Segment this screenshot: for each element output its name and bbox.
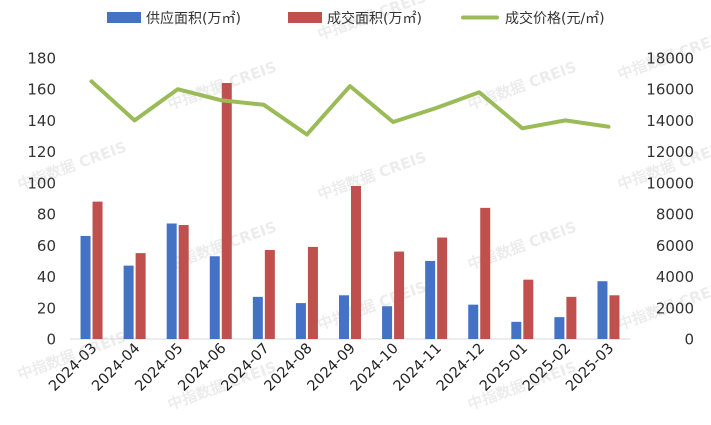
bar-supply (511, 321, 522, 339)
price-point (305, 132, 309, 136)
bar-supply (339, 295, 349, 339)
watermark-text: 中指数据 CREIS (315, 148, 429, 204)
left-axis-tick-label: 60 (37, 237, 56, 255)
price-point (90, 79, 94, 83)
left-axis-tick-label: 140 (27, 112, 56, 130)
price-point (477, 90, 481, 94)
bar-deal (566, 296, 577, 339)
x-tick-layer: 2024-032024-042024-052024-062024-072024-… (46, 341, 617, 395)
price-point (434, 106, 438, 110)
bar-deal (523, 279, 534, 339)
axis-layer: 0 20 40 60 80 100 120 140 160 180 0 2000 4000 6000 800… (27, 50, 694, 349)
right-axis-tick-label: 14000 (646, 112, 694, 130)
bar-deal (221, 82, 232, 339)
price-point (391, 120, 395, 124)
left-axis-tick-label: 160 (27, 81, 56, 99)
price-point (520, 126, 524, 130)
legend-swatch-deal (288, 12, 322, 23)
right-axis-tick-label: 12000 (646, 143, 694, 161)
price-point (348, 84, 352, 88)
bar-supply (382, 306, 393, 339)
bar-supply (295, 303, 306, 339)
legend-swatch-supply (107, 12, 141, 23)
right-axis-tick-label: 6000 (656, 237, 694, 255)
left-axis-tick-label: 20 (37, 299, 56, 317)
price-point (262, 103, 266, 107)
price-point (176, 87, 180, 91)
legend-label-deal: 成交面积(万㎡) (327, 10, 422, 27)
price-point (219, 98, 223, 102)
bar-deal (135, 253, 146, 339)
bar-supply (166, 223, 177, 339)
bar-deal (480, 207, 491, 339)
bar-deal (609, 295, 620, 339)
watermark-text: 中指数据 CREIS (465, 58, 579, 114)
bar-deal (437, 237, 448, 339)
legend: 供应面积(万㎡) 成交面积(万㎡) 成交价格(元/㎡) (107, 10, 605, 27)
bar-supply (209, 256, 220, 339)
left-axis-tick-label: 100 (27, 174, 56, 192)
legend-label-price: 成交价格(元/㎡) (505, 10, 605, 27)
left-axis-tick-label: 80 (37, 206, 56, 224)
bar-supply (554, 317, 565, 339)
right-axis-tick-label: 16000 (646, 81, 694, 99)
bar-deal (307, 246, 318, 339)
left-axis-tick-label: 180 (27, 50, 56, 68)
price-point (606, 125, 610, 129)
bar-layer (80, 82, 620, 339)
bar-supply (597, 281, 608, 339)
left-axis-tick-label: 40 (37, 268, 56, 286)
right-axis-tick-label: 4000 (656, 268, 694, 286)
left-axis-tick-label: 120 (27, 143, 56, 161)
right-axis-tick-label: 18000 (646, 50, 694, 68)
price-point (563, 118, 567, 122)
right-axis-tick-label: 0 (684, 331, 694, 349)
price-point (133, 118, 137, 122)
right-axis-tick-label: 8000 (656, 206, 694, 224)
right-axis-tick-label: 2000 (656, 299, 694, 317)
bar-deal (264, 250, 275, 339)
bar-supply (80, 235, 91, 339)
bar-supply (123, 265, 134, 339)
legend-label-supply: 供应面积(万㎡) (146, 10, 241, 27)
left-axis-tick-label: 0 (46, 331, 56, 349)
line-layer (89, 79, 611, 137)
bar-supply (252, 296, 263, 339)
right-axis-tick-label: 10000 (646, 174, 694, 192)
bar-deal (92, 201, 103, 339)
bar-deal (351, 186, 361, 339)
bar-supply (425, 260, 436, 339)
watermark-text: 中指数据 CREIS (315, 278, 429, 334)
bar-deal (394, 251, 405, 339)
bar-supply (468, 304, 479, 339)
bar-deal (178, 225, 189, 339)
